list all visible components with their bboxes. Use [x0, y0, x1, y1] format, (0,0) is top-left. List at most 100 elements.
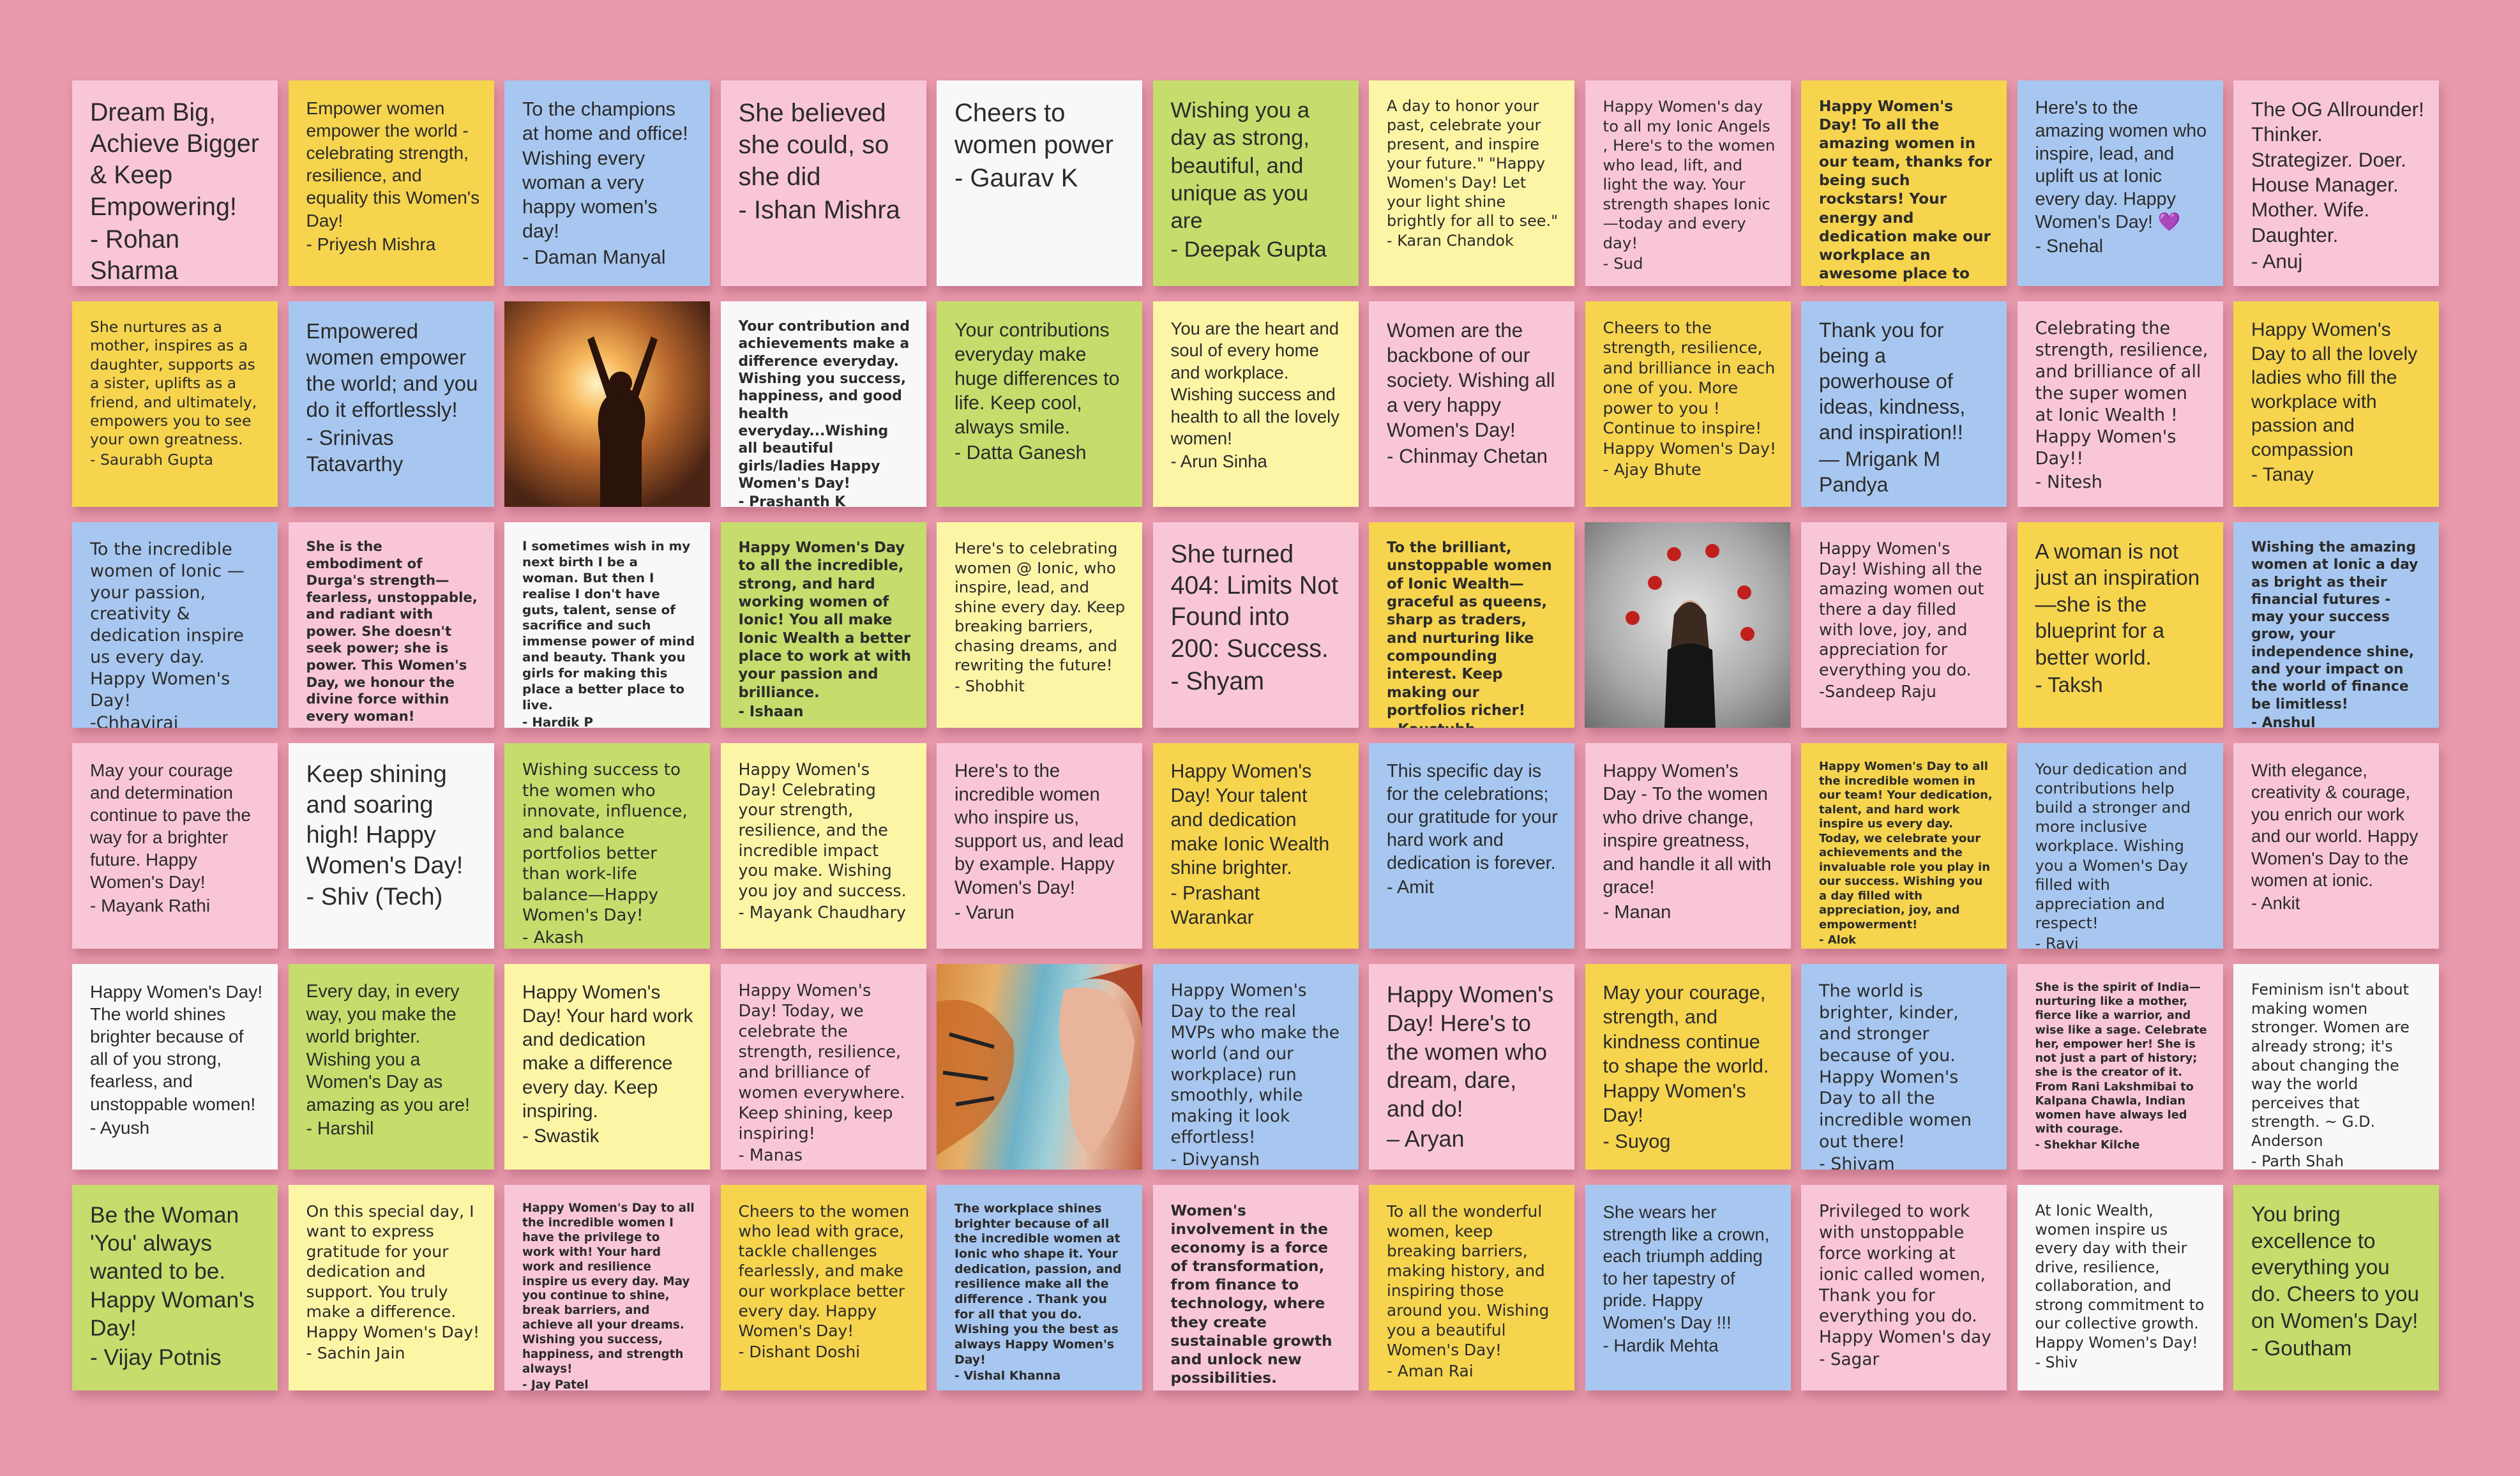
note-author: - Hardik P [522, 714, 593, 728]
note-author: - Sachin Jain [306, 1344, 405, 1363]
note-author: - Ajay Bhute [1603, 460, 1701, 479]
sticky-note: You bring excellence to everything you d… [2233, 1185, 2439, 1390]
sticky-note: Your contribution and achievements make … [720, 301, 926, 507]
note-text: Happy Women's Day! Today, we celebrate t… [738, 981, 905, 1144]
note-text: To the incredible women of Ionic — your … [90, 539, 245, 711]
note-author: - Daman Manyal [522, 246, 666, 268]
sticky-note: Happy Women's Day to all the lovely ladi… [2233, 301, 2439, 507]
sticky-note: Cheers to the women who lead with grace,… [720, 1185, 926, 1390]
note-text: You bring excellence to everything you d… [2251, 1203, 2420, 1333]
note-author: - Ayush [90, 1117, 150, 1138]
note-text: Your contributions everyday make huge di… [954, 319, 1120, 439]
note-text: Wishing you a day as strong, beautiful, … [1170, 98, 1310, 234]
note-author: - Ishaan [738, 703, 804, 720]
sticky-note: Here's to the amazing women who inspire,… [2017, 80, 2223, 286]
note-text: Happy Women's Day - To the women who dri… [1603, 761, 1772, 898]
note-text: Cheers to the women who lead with grace,… [738, 1202, 910, 1340]
note-author: - Manan [1603, 901, 1671, 922]
note-author: - Srinivas Tatavarthy [306, 425, 404, 476]
note-text: Wishing the amazing women at Ionic a day… [2251, 539, 2418, 712]
note-text: Thank you for being a powerhouse of idea… [1819, 319, 1966, 444]
note-text: Your contribution and achievements make … [738, 319, 910, 492]
sticky-note: Happy Women's Day - To the women who dri… [1585, 743, 1791, 949]
note-text: Privileged to work with unstoppable forc… [1819, 1202, 1991, 1348]
juggling-photo [1585, 522, 1790, 728]
note-author: - Vijay Potnis [90, 1344, 222, 1370]
note-text: A day to honor your past, celebrate your… [1387, 97, 1558, 230]
sticky-note: Dream Big, Achieve Bigger & Keep Empower… [72, 80, 278, 286]
sticky-note: Women's involvement in the economy is a … [1152, 1185, 1359, 1390]
note-author: - Datta Ganesh [954, 442, 1087, 464]
note-text: Happy Women's Day! The world shines brig… [90, 982, 263, 1114]
sticky-note: Happy Women's Day! The world shines brig… [72, 964, 278, 1170]
note-author: - Saurabh Gupta [90, 450, 214, 469]
sticky-note: Keep shining and soaring high! Happy Wom… [288, 743, 494, 949]
note-text: The OG Allrounder! Thinker. Strategizer.… [2251, 98, 2424, 246]
sticky-note: Happy Women's day to all my Ionic Angels… [1585, 80, 1791, 286]
sticky-note: Every day, in every way, you make the wo… [288, 964, 494, 1170]
note-author: - Rohan Sharma [90, 225, 180, 285]
note-text: Every day, in every way, you make the wo… [306, 981, 470, 1115]
note-author: - Deepak Gupta [1170, 237, 1327, 262]
sticky-note: Wishing the amazing women at Ionic a day… [2233, 522, 2439, 728]
note-author: - Vishal Khanna [954, 1369, 1061, 1383]
sticky-note: She is the embodiment of Durga's strengt… [288, 522, 494, 728]
note-text: She is the embodiment of Durga's strengt… [306, 539, 478, 725]
juggler [1626, 544, 1754, 728]
note-text: She believed she could, so she did [738, 99, 889, 191]
note-text: A woman is not just an inspiration—she i… [2035, 540, 2200, 670]
sticky-note: Empower women empower the world - celebr… [288, 80, 494, 286]
sticky-note: The world is brighter, kinder, and stron… [1801, 964, 2007, 1170]
note-author: - Mayank Rathi [90, 895, 211, 915]
note-author: - Mayank Chaudhary [738, 902, 906, 922]
sticky-note: May your courage, strength, and kindness… [1585, 964, 1791, 1170]
note-author: - Swastik [522, 1125, 600, 1147]
sticky-note: Happy Women's Day! To all the amazing wo… [1801, 80, 2007, 286]
note-author: - Varun [954, 902, 1015, 923]
note-author: - Sud [1603, 254, 1643, 273]
sticky-note: Happy Women's Day! Here's to the women w… [1369, 964, 1574, 1170]
sticky-note: The workplace shines brighter because of… [937, 1185, 1142, 1390]
sticky-note: Feminism isn't about making women strong… [2233, 964, 2439, 1170]
note-text: Happy Women's Day! Wishing all the amazi… [1819, 539, 1984, 680]
note-text: Happy Women's Day to the real MVPs who m… [1170, 981, 1339, 1148]
silhouette [587, 336, 658, 507]
sticky-note: I sometimes wish in my next birth I be a… [504, 522, 710, 728]
note-text: With elegance, creativity & courage, you… [2251, 760, 2418, 890]
note-text: She turned 404: Limits Not Found into 20… [1170, 540, 1339, 663]
note-author: -Sandeep Raju [1819, 681, 1936, 701]
note-author: - Arun Sinha [1170, 451, 1267, 472]
note-text: Dream Big, Achieve Bigger & Keep Empower… [90, 98, 259, 221]
note-author: - Anuj [2251, 250, 2303, 273]
note-text: Your dedication and contributions help b… [2035, 760, 2191, 932]
note-author: - Karan Chandok [1387, 232, 1514, 250]
sticky-note: Happy Women's Day to all the incredible … [504, 1185, 710, 1390]
sticky-note: Cheers to women power - Gaurav K [937, 80, 1142, 286]
sticky-note: This specific day is for the celebration… [1369, 743, 1574, 949]
note-author: - Harshil [306, 1118, 374, 1140]
note-text: Feminism isn't about making women strong… [2251, 981, 2410, 1150]
sticky-note: At Ionic Wealth, women inspire us every … [2017, 1185, 2223, 1390]
sticky-note: To the brilliant, unstoppable women of I… [1369, 522, 1574, 728]
sticky-note: A woman is not just an inspiration—she i… [2017, 522, 2223, 728]
sticky-note: You are the heart and soul of every home… [1152, 301, 1359, 507]
note-text: Empowered women empower the world; and y… [306, 319, 478, 422]
note-author: - Aman Rai [1387, 1362, 1474, 1381]
note-author: - Alok [1819, 933, 1857, 947]
sticky-note: Empowered women empower the world; and y… [288, 301, 494, 507]
note-text: Happy Women's Day to all the incredible,… [738, 539, 912, 701]
note-text: May your courage and determination conti… [90, 760, 251, 892]
tiger-painting [937, 964, 1142, 1170]
note-text: Be the Woman 'You' always wanted to be. … [90, 1203, 255, 1341]
sticky-note: Happy Women's Day! Your talent and dedic… [1152, 743, 1359, 949]
sticky-note: She wears her strength like a crown, eac… [1585, 1185, 1791, 1390]
note-author: - Manas [738, 1146, 803, 1166]
note-text: Here's to the amazing women who inspire,… [2035, 98, 2207, 232]
note-author: - Ankit [2251, 893, 2300, 914]
note-text: Here's to celebrating women @ Ionic, who… [954, 539, 1126, 674]
note-author: - Akash [522, 928, 584, 947]
sticky-note: Happy Women's Day! Wishing all the amazi… [1801, 522, 2007, 728]
note-author: – Aryan [1387, 1126, 1465, 1152]
note-text: Happy Women's Day! Your hard work and de… [522, 982, 693, 1122]
sticky-note: With elegance, creativity & courage, you… [2233, 743, 2439, 949]
